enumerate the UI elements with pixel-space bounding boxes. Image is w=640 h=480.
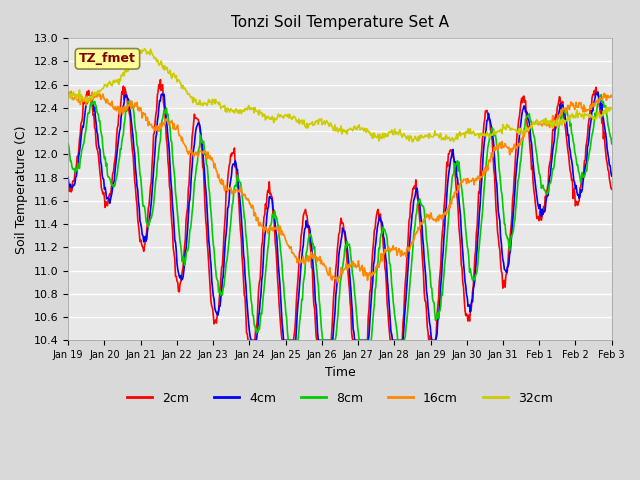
Title: Tonzi Soil Temperature Set A: Tonzi Soil Temperature Set A — [231, 15, 449, 30]
Legend: 2cm, 4cm, 8cm, 16cm, 32cm: 2cm, 4cm, 8cm, 16cm, 32cm — [122, 387, 558, 410]
Y-axis label: Soil Temperature (C): Soil Temperature (C) — [15, 125, 28, 253]
Text: TZ_fmet: TZ_fmet — [79, 52, 136, 65]
X-axis label: Time: Time — [324, 366, 355, 379]
